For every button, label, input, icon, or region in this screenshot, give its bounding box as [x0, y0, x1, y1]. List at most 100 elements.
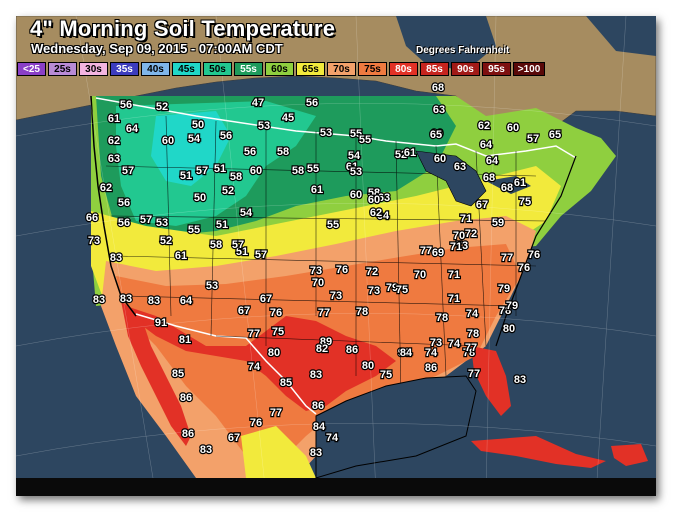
temperature-value: 80 [268, 347, 280, 359]
temperature-value: 89 [320, 336, 332, 348]
temperature-value: 61 [346, 161, 358, 173]
temperature-value: 54 [348, 150, 361, 162]
legend-item: 65s [296, 62, 325, 76]
temperature-value: 77 [501, 252, 513, 264]
temperature-value: 59 [492, 217, 504, 229]
temperature-value: 61 [514, 177, 526, 189]
temperature-value: 53 [156, 217, 168, 229]
cuba [471, 436, 606, 468]
temperature-value: 58 [292, 165, 304, 177]
temperature-value: 77 [420, 245, 432, 257]
temperature-value: 62 [108, 135, 120, 147]
temperature-value: 71 [450, 241, 462, 253]
temperature-value: 70 [414, 269, 426, 281]
temperature-value: 57 [140, 214, 152, 226]
temperature-value: 52 [395, 149, 407, 161]
temperature-value: 55 [327, 219, 339, 231]
temperature-value: 52 [160, 235, 172, 247]
temperature-value: 83 [148, 295, 160, 307]
legend-item: 55s [234, 62, 263, 76]
temperature-value: 58 [277, 146, 289, 158]
temperature-value: 63 [378, 192, 390, 204]
temperature-value: 84 [400, 347, 413, 359]
temperature-value: 45 [282, 112, 294, 124]
legend-item: 35s [110, 62, 139, 76]
temperature-value: 53 [258, 120, 270, 132]
temperature-value: 78 [463, 347, 475, 359]
temperature-value: 83 [514, 374, 526, 386]
temperature-value: 75 [272, 326, 284, 338]
temperature-value: 65 [430, 129, 442, 141]
temperature-value: 53 [320, 127, 332, 139]
temperature-value: 60 [434, 153, 446, 165]
hudson-bay [396, 16, 496, 71]
band-80s [126, 306, 396, 411]
graticule [16, 16, 656, 496]
map-frame: 56 52 61 64 62 63 57 62 56 66 56 57 53 73 83 52 61 60 54 50… [16, 16, 656, 496]
temperature-value: 86 [180, 392, 192, 404]
temperature-value: 64 [486, 155, 499, 167]
temperature-value: 76 [336, 264, 348, 276]
legend-item: 60s [265, 62, 294, 76]
temperature-value: 56 [118, 217, 130, 229]
temperature-value: 60 [431, 128, 443, 140]
band-65s-mexico [241, 426, 316, 478]
temperature-value: 51 [236, 246, 248, 258]
temperature-value: 72 [366, 266, 378, 278]
legend-item: 80s [389, 62, 418, 76]
temperature-value: 67 [476, 199, 488, 211]
temperature-value: 57 [232, 239, 244, 251]
temperature-value: 52 [156, 101, 168, 113]
temperature-value: 70 [312, 277, 324, 289]
legend-item: >100 [513, 62, 545, 76]
valid-time: Wednesday, Sep 09, 2015 - 07:00AM CDT [31, 41, 283, 56]
temperature-value: 56 [118, 197, 130, 209]
temperature-value: 74 [326, 432, 339, 444]
temperature-value: 74 [425, 347, 438, 359]
temperature-value: 57 [196, 165, 208, 177]
temperature-value: 68 [501, 182, 513, 194]
temperature-value: 67 [238, 305, 250, 317]
temperature-value: 56 [244, 146, 256, 158]
legend-item: 85s [420, 62, 449, 76]
temperature-value: 73 [330, 290, 342, 302]
temperature-value: 72 [465, 228, 477, 240]
legend-item: 25s [48, 62, 77, 76]
temperature-value: 58 [368, 187, 380, 199]
temperature-value: 54 [188, 133, 201, 145]
temperature-value: 76 [518, 262, 530, 274]
color-legend: <25 25s 30s 35s 40s 45s 50s 55s 60s 65s 70s 75s 80s 8… [16, 62, 545, 78]
legend-item: 90s [451, 62, 480, 76]
temperature-value: 78 [436, 312, 448, 324]
gulf-of-mexico [315, 375, 477, 479]
temperature-value: 83 [110, 252, 122, 264]
temperature-value: 77 [270, 407, 282, 419]
pacific-coast [90, 95, 137, 317]
temperature-value: 57 [255, 249, 267, 261]
temperature-value: 61 [311, 184, 323, 196]
temperature-value: 79 [498, 283, 510, 295]
temperature-value: 64 [180, 295, 193, 307]
temperature-value: 56 [120, 99, 132, 111]
temperature-value: 70 [453, 230, 465, 242]
temperature-value: 61 [404, 147, 416, 159]
temperature-value: 60 [368, 194, 380, 206]
temperature-value: 56 [306, 97, 318, 109]
temperature-value: 74 [248, 361, 261, 373]
temperature-value: 71 [448, 269, 460, 281]
temperature-value: 86 [182, 428, 194, 440]
temperature-value: 74 [448, 338, 461, 350]
temperature-value: 65 [549, 129, 561, 141]
bottom-bar [16, 478, 656, 496]
temperature-value: 55 [188, 224, 200, 236]
temperature-value: 83 [310, 447, 322, 459]
legend-item: 40s [141, 62, 170, 76]
temperature-value: 76 [528, 249, 540, 261]
temperature-value: 62 [478, 120, 490, 132]
temperature-value: 55 [307, 163, 319, 175]
temperature-value: 62 [370, 207, 382, 219]
legend-item: 30s [79, 62, 108, 76]
temperature-value: 60 [507, 122, 519, 134]
temperature-value: 58 [210, 239, 222, 251]
temperature-value: 66 [86, 212, 98, 224]
